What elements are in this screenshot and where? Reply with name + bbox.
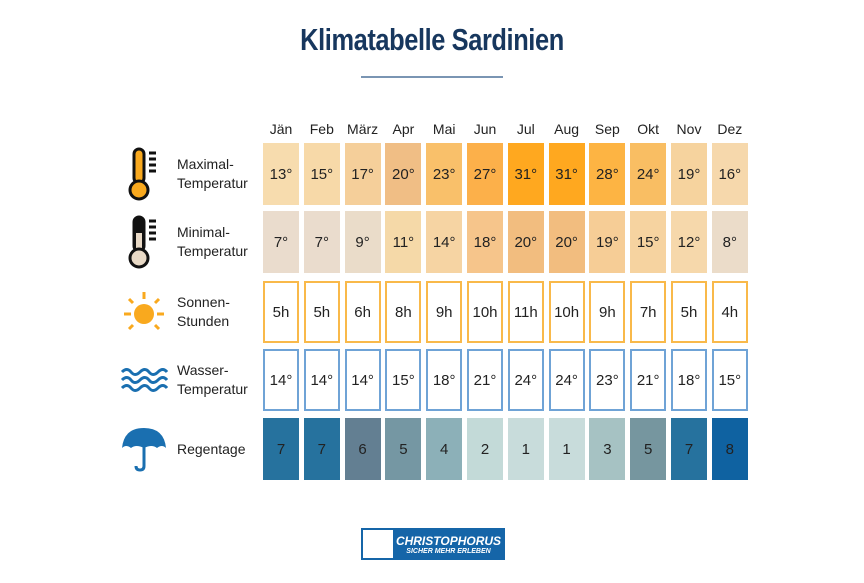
- logo-name: CHRISTOPHORUS: [395, 533, 502, 548]
- table-cell: 4h: [711, 281, 748, 343]
- table-cell: 14°: [303, 349, 340, 411]
- row-label-line: Maximal-: [177, 156, 234, 172]
- table-cell: 14°: [263, 349, 299, 411]
- table-cell: 24°: [507, 349, 544, 411]
- table-cell: 4: [426, 418, 463, 480]
- table-cell: 13°: [263, 143, 299, 205]
- thermometer-high-icon: [128, 147, 156, 201]
- table-cell: 15°: [630, 211, 667, 273]
- row-label-line: Temperatur: [177, 381, 248, 397]
- table-cell: 7: [263, 418, 299, 480]
- table-cell: 23°: [426, 143, 463, 205]
- month-header: Jul: [516, 121, 535, 137]
- table-cell: 15°: [711, 349, 748, 411]
- table-cell: 14°: [344, 349, 381, 411]
- table-cell: 5h: [671, 281, 707, 343]
- thermometer-low-icon: [128, 215, 156, 269]
- month-header: Okt: [637, 121, 660, 137]
- table-cell: 20°: [507, 211, 544, 273]
- row-label-line: Minimal-: [177, 224, 230, 240]
- table-cell: 5h: [263, 281, 299, 343]
- row-label-line: Sonnen-: [177, 294, 230, 310]
- month-header: März: [347, 121, 379, 137]
- table-cell: 11°: [385, 211, 422, 273]
- table-cell: 27°: [467, 143, 503, 205]
- table-cell: 15°: [385, 349, 422, 411]
- table-cell: 1: [507, 418, 544, 480]
- table-cell: 14°: [426, 211, 463, 273]
- table-cell: 17°: [344, 143, 381, 205]
- table-cell: 19°: [589, 211, 626, 273]
- table-cell: 8: [711, 418, 748, 480]
- table-cell: 5: [630, 418, 667, 480]
- month-header: Jän: [269, 121, 293, 137]
- table-cell: 2: [467, 418, 503, 480]
- table-cell: 7: [303, 418, 340, 480]
- table-cell: 8°: [711, 211, 748, 273]
- row-label-line: Temperatur: [177, 175, 248, 191]
- row-label-line: Temperatur: [177, 243, 248, 259]
- table-cell: 28°: [589, 143, 626, 205]
- table-cell: 1: [548, 418, 585, 480]
- table-cell: 21°: [467, 349, 503, 411]
- logo-slogan: SICHER MEHR ERLEBEN: [406, 547, 491, 555]
- table-cell: 19°: [671, 143, 707, 205]
- row-label: Minimal- Temperatur: [177, 223, 248, 261]
- table-cell: 10h: [467, 281, 503, 343]
- table-cell: 18°: [426, 349, 463, 411]
- table-cell: 18°: [467, 211, 503, 273]
- month-header: Mai: [432, 121, 456, 137]
- waves-icon: [120, 368, 168, 392]
- month-header: Feb: [309, 121, 334, 137]
- table-cell: 20°: [548, 211, 585, 273]
- umbrella-icon: [122, 428, 166, 472]
- table-cell: 24°: [630, 143, 667, 205]
- table-cell: 9h: [426, 281, 463, 343]
- table-cell: 31°: [548, 143, 585, 205]
- table-cell: 16°: [711, 143, 748, 205]
- table-cell: 15°: [303, 143, 340, 205]
- table-cell: 21°: [630, 349, 667, 411]
- christophorus-logo: CHRISTOPHORUS SICHER MEHR ERLEBEN: [361, 528, 505, 560]
- sun-icon: [124, 292, 164, 331]
- row-label-line: Wasser-: [177, 362, 229, 378]
- title-divider: [361, 76, 503, 78]
- month-header: Apr: [392, 121, 415, 137]
- table-cell: 24°: [548, 349, 585, 411]
- row-label-line: Regentage: [177, 440, 246, 457]
- row-label-line: Stunden: [177, 313, 230, 329]
- table-cell: 3: [589, 418, 626, 480]
- table-cell: 10h: [548, 281, 585, 343]
- table-cell: 7°: [303, 211, 340, 273]
- table-cell: 9h: [589, 281, 626, 343]
- table-cell: 6: [344, 418, 381, 480]
- table-cell: 7h: [630, 281, 667, 343]
- table-cell: 11h: [507, 281, 544, 343]
- month-header: Aug: [554, 121, 580, 137]
- table-cell: 7: [671, 418, 707, 480]
- month-header: Jun: [473, 121, 497, 137]
- row-label: Maximal- Temperatur: [177, 155, 248, 193]
- table-cell: 23°: [589, 349, 626, 411]
- table-cell: 8h: [385, 281, 422, 343]
- table-cell: 12°: [671, 211, 707, 273]
- table-cell: 31°: [507, 143, 544, 205]
- month-header: Sep: [594, 121, 620, 137]
- row-label: Sonnen- Stunden: [177, 293, 230, 331]
- row-label: Regentage: [177, 440, 246, 459]
- table-cell: 20°: [385, 143, 422, 205]
- row-label: Wasser- Temperatur: [177, 361, 248, 399]
- table-cell: 6h: [344, 281, 381, 343]
- month-header: Dez: [717, 121, 743, 137]
- page-title: Klimatabelle Sardinien: [300, 22, 564, 57]
- table-cell: 9°: [344, 211, 381, 273]
- table-cell: 18°: [671, 349, 707, 411]
- month-header: Nov: [676, 121, 702, 137]
- logo-emblem-icon: [363, 530, 393, 558]
- table-cell: 7°: [263, 211, 299, 273]
- table-cell: 5h: [303, 281, 340, 343]
- table-cell: 5: [385, 418, 422, 480]
